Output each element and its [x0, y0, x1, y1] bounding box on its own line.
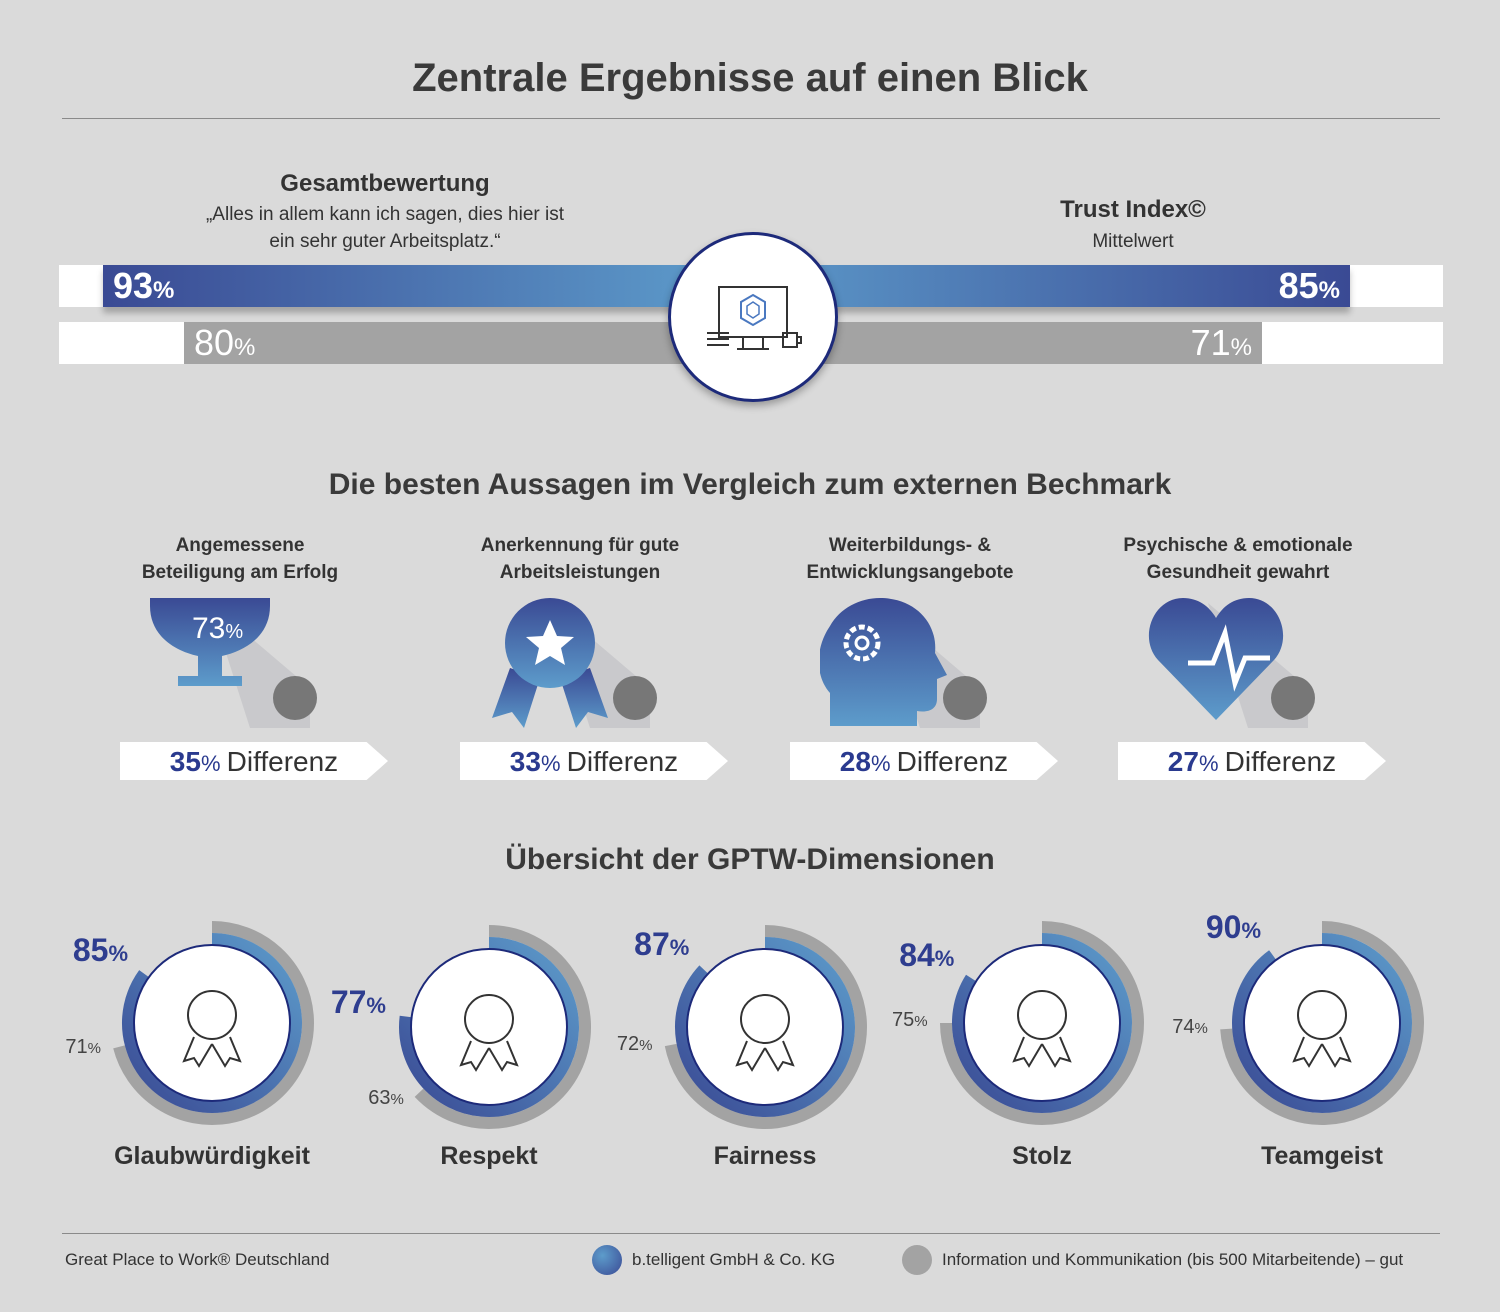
- computer-workplace-icon: [668, 232, 838, 402]
- handshake-icon: [686, 948, 844, 1106]
- company-ring: [1232, 933, 1412, 1113]
- divider: [62, 118, 1440, 119]
- dimension-benchmark-value: 74%: [1172, 1015, 1208, 1038]
- benchmark-ring: [664, 925, 867, 1129]
- trophy-icon: [150, 598, 317, 728]
- best-item-value: 73%: [192, 612, 244, 645]
- difference-tag: 27% Differenz: [1118, 742, 1386, 780]
- dimension-benchmark-value: 71%: [65, 1035, 101, 1058]
- dimension-company-value: 87%: [634, 925, 690, 962]
- overall-heading: Gesamtbewertung: [280, 170, 490, 197]
- dimension-name: Teamgeist: [1261, 1142, 1383, 1170]
- footer-source: Great Place to Work® Deutschland: [65, 1250, 330, 1269]
- dimension-name: Glaubwürdigkeit: [114, 1142, 310, 1170]
- dimension-name: Respekt: [440, 1142, 538, 1170]
- benchmark-ring: [1220, 921, 1424, 1125]
- legend-benchmark-dot: [902, 1245, 932, 1275]
- company-ring: [675, 937, 855, 1117]
- hands-heart-icon-glyph: [459, 994, 519, 1072]
- legend-company-dot: [592, 1245, 622, 1275]
- trust-sub: Mittelwert: [1092, 231, 1174, 252]
- team-network-icon-glyph: [1292, 990, 1352, 1068]
- legend-benchmark: Information und Kommunikation (bis 500 M…: [942, 1250, 1404, 1269]
- overall-company-value: 93%: [113, 265, 175, 306]
- company-ring: [122, 933, 302, 1113]
- best-item-title: Psychische & emotionale Gesundheit gewahr…: [1123, 535, 1353, 583]
- dimension-benchmark-value: 75%: [892, 1009, 928, 1031]
- team-network-icon: [1243, 944, 1401, 1102]
- dims-heading: Übersicht der GPTW-Dimensionen: [505, 843, 995, 876]
- trust-benchmark-value: 71%: [1190, 322, 1252, 363]
- best-item-title: Weiterbildungs- & Entwicklungsangebote: [806, 535, 1014, 583]
- difference-tag: 35% Differenz: [120, 742, 388, 780]
- certified-badge-icon-glyph: [182, 990, 242, 1068]
- hero-icon-glyph: [1012, 990, 1072, 1068]
- dimension-rings: [113, 921, 1424, 1129]
- award-ribbon-icon: [492, 598, 657, 728]
- hero-icon: [963, 944, 1121, 1102]
- trust-heading: Trust Index©: [1060, 196, 1206, 223]
- dimension-company-value: 90%: [1205, 908, 1262, 945]
- overall-benchmark-value: 80%: [194, 322, 256, 363]
- dimension-benchmark-value: 63%: [368, 1086, 404, 1109]
- dimension-name: Fairness: [713, 1142, 817, 1170]
- best-item-title: Angemessene Beteiligung am Erfolg: [141, 535, 339, 583]
- dimension-name: Stolz: [1012, 1142, 1072, 1170]
- legend-company: b.telligent GmbH & Co. KG: [632, 1250, 836, 1269]
- head-gear-icon: [820, 598, 987, 728]
- benchmark-ring: [414, 925, 591, 1129]
- difference-tag: 33% Differenz: [460, 742, 728, 780]
- dimension-company-value: 85%: [72, 931, 129, 968]
- dimension-benchmark-value: 72%: [616, 1033, 653, 1056]
- best-item-title: Anerkennung für gute Arbeitsleistungen: [480, 535, 680, 583]
- overall-quote-2: ein sehr guter Arbeitsplatz.“: [269, 231, 501, 252]
- certified-badge-icon: [133, 944, 291, 1102]
- trust-company-value: 85%: [1278, 265, 1340, 306]
- difference-tag: 28% Differenz: [790, 742, 1058, 780]
- footer-divider: [62, 1233, 1440, 1234]
- best-heading: Die besten Aussagen im Vergleich zum ext…: [328, 468, 1172, 501]
- dimension-company-value: 77%: [330, 983, 386, 1020]
- heart-pulse-icon: [1148, 598, 1315, 728]
- company-ring: [952, 933, 1132, 1113]
- hands-heart-icon: [410, 948, 568, 1106]
- benchmark-ring: [940, 921, 1144, 1125]
- dimension-company-value: 84%: [899, 937, 955, 974]
- benchmark-ring: [113, 921, 314, 1125]
- handshake-icon-glyph: [735, 994, 795, 1072]
- company-ring: [399, 937, 579, 1117]
- page-title: Zentrale Ergebnisse auf einen Blick: [412, 56, 1088, 100]
- overall-quote-1: „Alles in allem kann ich sagen, dies hie…: [205, 204, 564, 225]
